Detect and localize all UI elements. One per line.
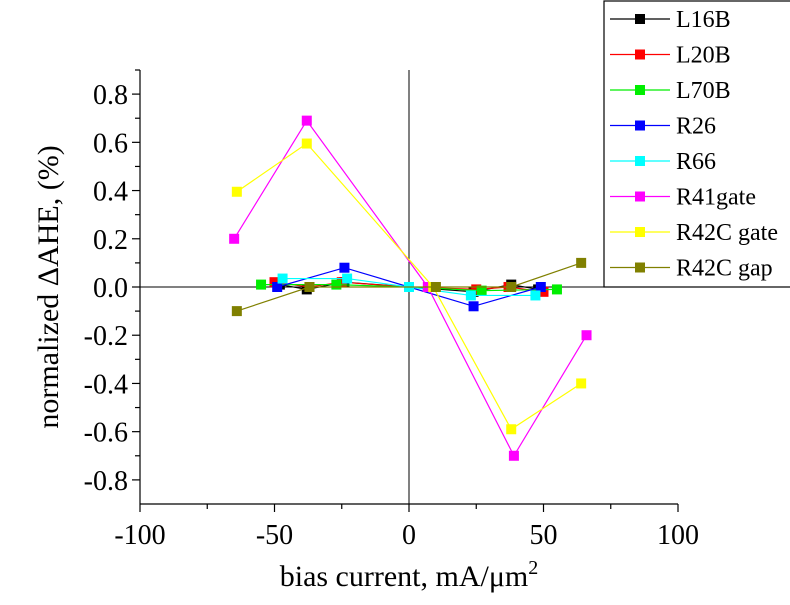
x-tick-label: -50	[256, 520, 293, 551]
legend-label: R42C gate	[676, 220, 778, 246]
legend-label: R26	[676, 114, 716, 140]
tick-marks: -100 -50 0 50 100 -0.8 -0.6 -0.4 -0.2 0.0 0.2 0.4 0.…	[84, 69, 699, 551]
y-tick-label: 0.0	[93, 273, 128, 304]
y-tick-label: -0.6	[84, 418, 128, 449]
legend-entry: L20B	[610, 43, 731, 69]
data-point	[331, 279, 342, 290]
legend-marker	[635, 49, 645, 60]
data-point	[535, 282, 546, 292]
x-tick-label: 0	[402, 520, 416, 551]
y-tick-label: 0.8	[93, 80, 128, 111]
data-point	[506, 282, 517, 292]
legend-label: R41gate	[676, 185, 756, 211]
data-point	[581, 330, 592, 341]
x-axis-title: bias current, mA/μm2	[280, 557, 539, 593]
data-point	[551, 284, 562, 295]
data-point	[272, 282, 283, 292]
data-point	[506, 424, 517, 435]
data-point	[576, 257, 587, 268]
data-point	[508, 450, 519, 461]
legend-box	[603, 0, 790, 288]
legend-marker	[635, 120, 645, 131]
legend-label: L20B	[676, 43, 731, 69]
data-point	[476, 285, 487, 296]
legend-entry: R42C gate	[610, 220, 778, 246]
data-point	[229, 233, 240, 244]
data-point	[339, 262, 350, 273]
x-axis-title-superscript: 2	[528, 557, 538, 579]
legend-label: L16B	[676, 7, 731, 33]
data-point	[301, 138, 312, 149]
legend-entry: R26	[610, 114, 716, 140]
legend-marker	[635, 156, 645, 166]
legend-entry: R66	[610, 149, 716, 175]
y-tick-label: 0.4	[93, 177, 128, 208]
legend-entry: R42C gap	[610, 256, 773, 282]
legend: L16B L20B L70B R26 R66 R41gate R42C gate R42C g…	[603, 0, 790, 288]
y-axis-title: normalized ΔAHE, (%)	[32, 145, 65, 428]
legend-marker	[635, 85, 645, 95]
y-tick-label: -0.2	[84, 321, 128, 352]
data-point	[430, 282, 441, 292]
data-point	[304, 282, 315, 292]
data-point	[576, 378, 587, 389]
legend-marker	[635, 262, 645, 273]
data-point	[231, 186, 242, 197]
data-point	[471, 284, 482, 295]
y-tick-label: 0.6	[93, 128, 128, 159]
y-tick-label: -0.8	[84, 466, 128, 497]
legend-label: L70B	[676, 78, 731, 104]
data-point	[342, 273, 353, 284]
x-tick-label: -100	[114, 520, 165, 551]
legend-marker	[635, 14, 645, 24]
series-r42c-gap	[231, 257, 587, 317]
legend-label: R42C gap	[676, 256, 773, 282]
legend-label: R66	[676, 149, 716, 175]
data-point	[468, 301, 479, 312]
legend-entry: R41gate	[610, 185, 756, 211]
data-point	[277, 273, 288, 284]
y-tick-label: -0.4	[84, 369, 128, 400]
x-tick-label: 100	[657, 520, 699, 551]
data-point	[336, 277, 347, 288]
series	[229, 115, 592, 461]
y-tick-label: 0.2	[93, 225, 128, 256]
data-point	[530, 290, 541, 301]
legend-entry: L70B	[610, 78, 731, 104]
data-point	[256, 279, 267, 290]
data-point	[231, 306, 242, 317]
legend-entry: L16B	[610, 7, 731, 33]
legend-marker	[635, 227, 645, 237]
legend-marker	[635, 191, 645, 202]
data-point	[465, 290, 476, 301]
data-point	[301, 115, 312, 126]
x-tick-label: 50	[530, 520, 558, 551]
